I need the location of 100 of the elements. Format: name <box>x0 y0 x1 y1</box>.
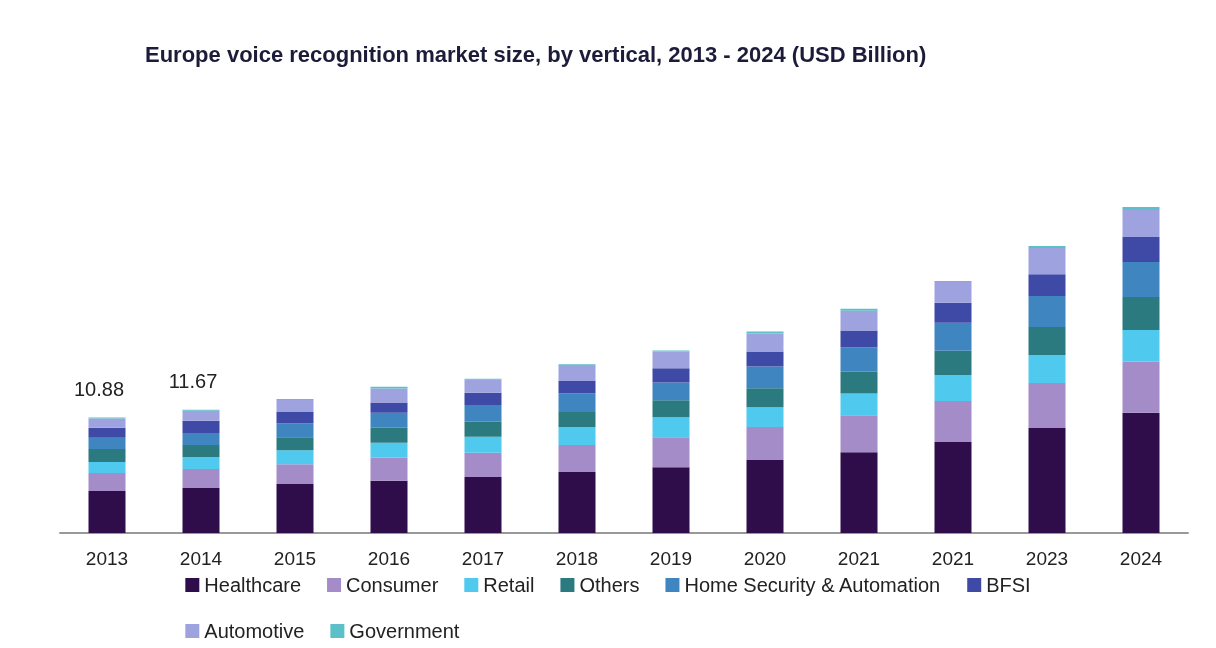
bar <box>182 488 220 533</box>
bar <box>840 347 878 372</box>
legend-label: Others <box>579 574 640 596</box>
bar <box>464 404 502 422</box>
bar <box>88 461 126 474</box>
bar <box>464 436 502 453</box>
bar <box>276 412 314 424</box>
bar <box>182 420 220 433</box>
bar <box>934 302 972 323</box>
bar <box>1028 274 1066 296</box>
bar <box>1028 296 1066 327</box>
bar <box>88 427 126 438</box>
bar <box>652 417 690 438</box>
bar <box>464 452 502 477</box>
bar <box>370 412 408 428</box>
x-tick-label: 2017 <box>461 548 505 569</box>
bar <box>276 464 314 485</box>
bar <box>746 407 784 428</box>
bar <box>558 472 596 533</box>
x-tick-label: 2023 <box>1025 548 1069 569</box>
bar <box>276 423 314 438</box>
x-tick-label: 2021 <box>931 548 975 569</box>
bar <box>1122 207 1160 210</box>
x-tick-label: 2021 <box>837 548 881 569</box>
bar <box>88 437 126 449</box>
legend-label: Home Security & Automation <box>684 574 941 596</box>
x-tick-label: 2020 <box>743 548 787 569</box>
x-tick-label: 2014 <box>179 548 223 569</box>
bar <box>746 388 784 408</box>
bar <box>1122 329 1160 362</box>
bar <box>1122 296 1160 330</box>
x-tick-label: 2024 <box>1119 548 1163 569</box>
bar <box>934 400 972 443</box>
bar <box>1028 428 1066 533</box>
bar <box>558 427 596 445</box>
x-tick-label: 2019 <box>649 548 693 569</box>
bar <box>746 459 784 533</box>
bar <box>370 402 408 413</box>
bar <box>934 322 972 351</box>
bar <box>840 310 878 331</box>
bar <box>840 415 878 453</box>
bar <box>746 351 784 367</box>
bar <box>464 476 502 533</box>
bar <box>746 366 784 389</box>
bar <box>934 442 972 533</box>
bar <box>558 412 596 428</box>
bar <box>182 444 220 458</box>
bar <box>370 427 408 443</box>
legend-label: Healthcare <box>204 574 302 596</box>
bar <box>1028 383 1066 429</box>
bar <box>840 371 878 394</box>
bar <box>746 333 784 352</box>
bar <box>370 480 408 533</box>
bar <box>370 388 408 403</box>
bar <box>840 452 878 533</box>
legend-label: Government <box>349 620 460 642</box>
bar <box>464 379 502 393</box>
bar <box>934 281 972 303</box>
bar <box>746 427 784 460</box>
bar <box>652 382 690 401</box>
bar <box>1122 412 1160 533</box>
bar <box>652 368 690 383</box>
bar <box>182 469 220 489</box>
bar <box>558 381 596 394</box>
bar <box>276 437 314 451</box>
bar <box>276 399 314 413</box>
bar <box>840 393 878 416</box>
legend-label: Retail <box>483 574 535 596</box>
x-tick-label: 2018 <box>555 548 599 569</box>
bar <box>88 418 126 428</box>
bar <box>652 467 690 533</box>
bar <box>276 484 314 533</box>
legend-label: BFSI <box>986 574 1031 596</box>
bar <box>1028 326 1066 355</box>
bar <box>652 437 690 468</box>
bar <box>276 450 314 465</box>
annotation: 11.67 <box>168 369 218 392</box>
bar <box>558 365 596 382</box>
bar <box>558 444 596 473</box>
x-tick-label: 2013 <box>85 548 129 569</box>
legend-label: Automotive <box>204 620 305 642</box>
bar <box>1122 262 1160 297</box>
bar <box>182 432 220 445</box>
bar <box>1122 361 1160 413</box>
bar <box>1028 248 1066 275</box>
bar <box>370 442 408 458</box>
bar <box>370 457 408 481</box>
chart-title: Europe voice recognition market size, by vertical, 2013 - 2024 (USD Billion) <box>145 41 927 67</box>
bar <box>1122 209 1160 237</box>
bar <box>1028 355 1066 384</box>
bar <box>88 473 126 491</box>
bar <box>464 392 502 405</box>
bar <box>652 351 690 369</box>
legend-label: Consumer <box>346 574 439 596</box>
bar <box>934 350 972 375</box>
bar <box>88 490 126 533</box>
x-tick-label: 2015 <box>273 548 317 569</box>
annotation: 10.88 <box>73 377 125 400</box>
bar <box>558 393 596 413</box>
bar <box>182 457 220 470</box>
